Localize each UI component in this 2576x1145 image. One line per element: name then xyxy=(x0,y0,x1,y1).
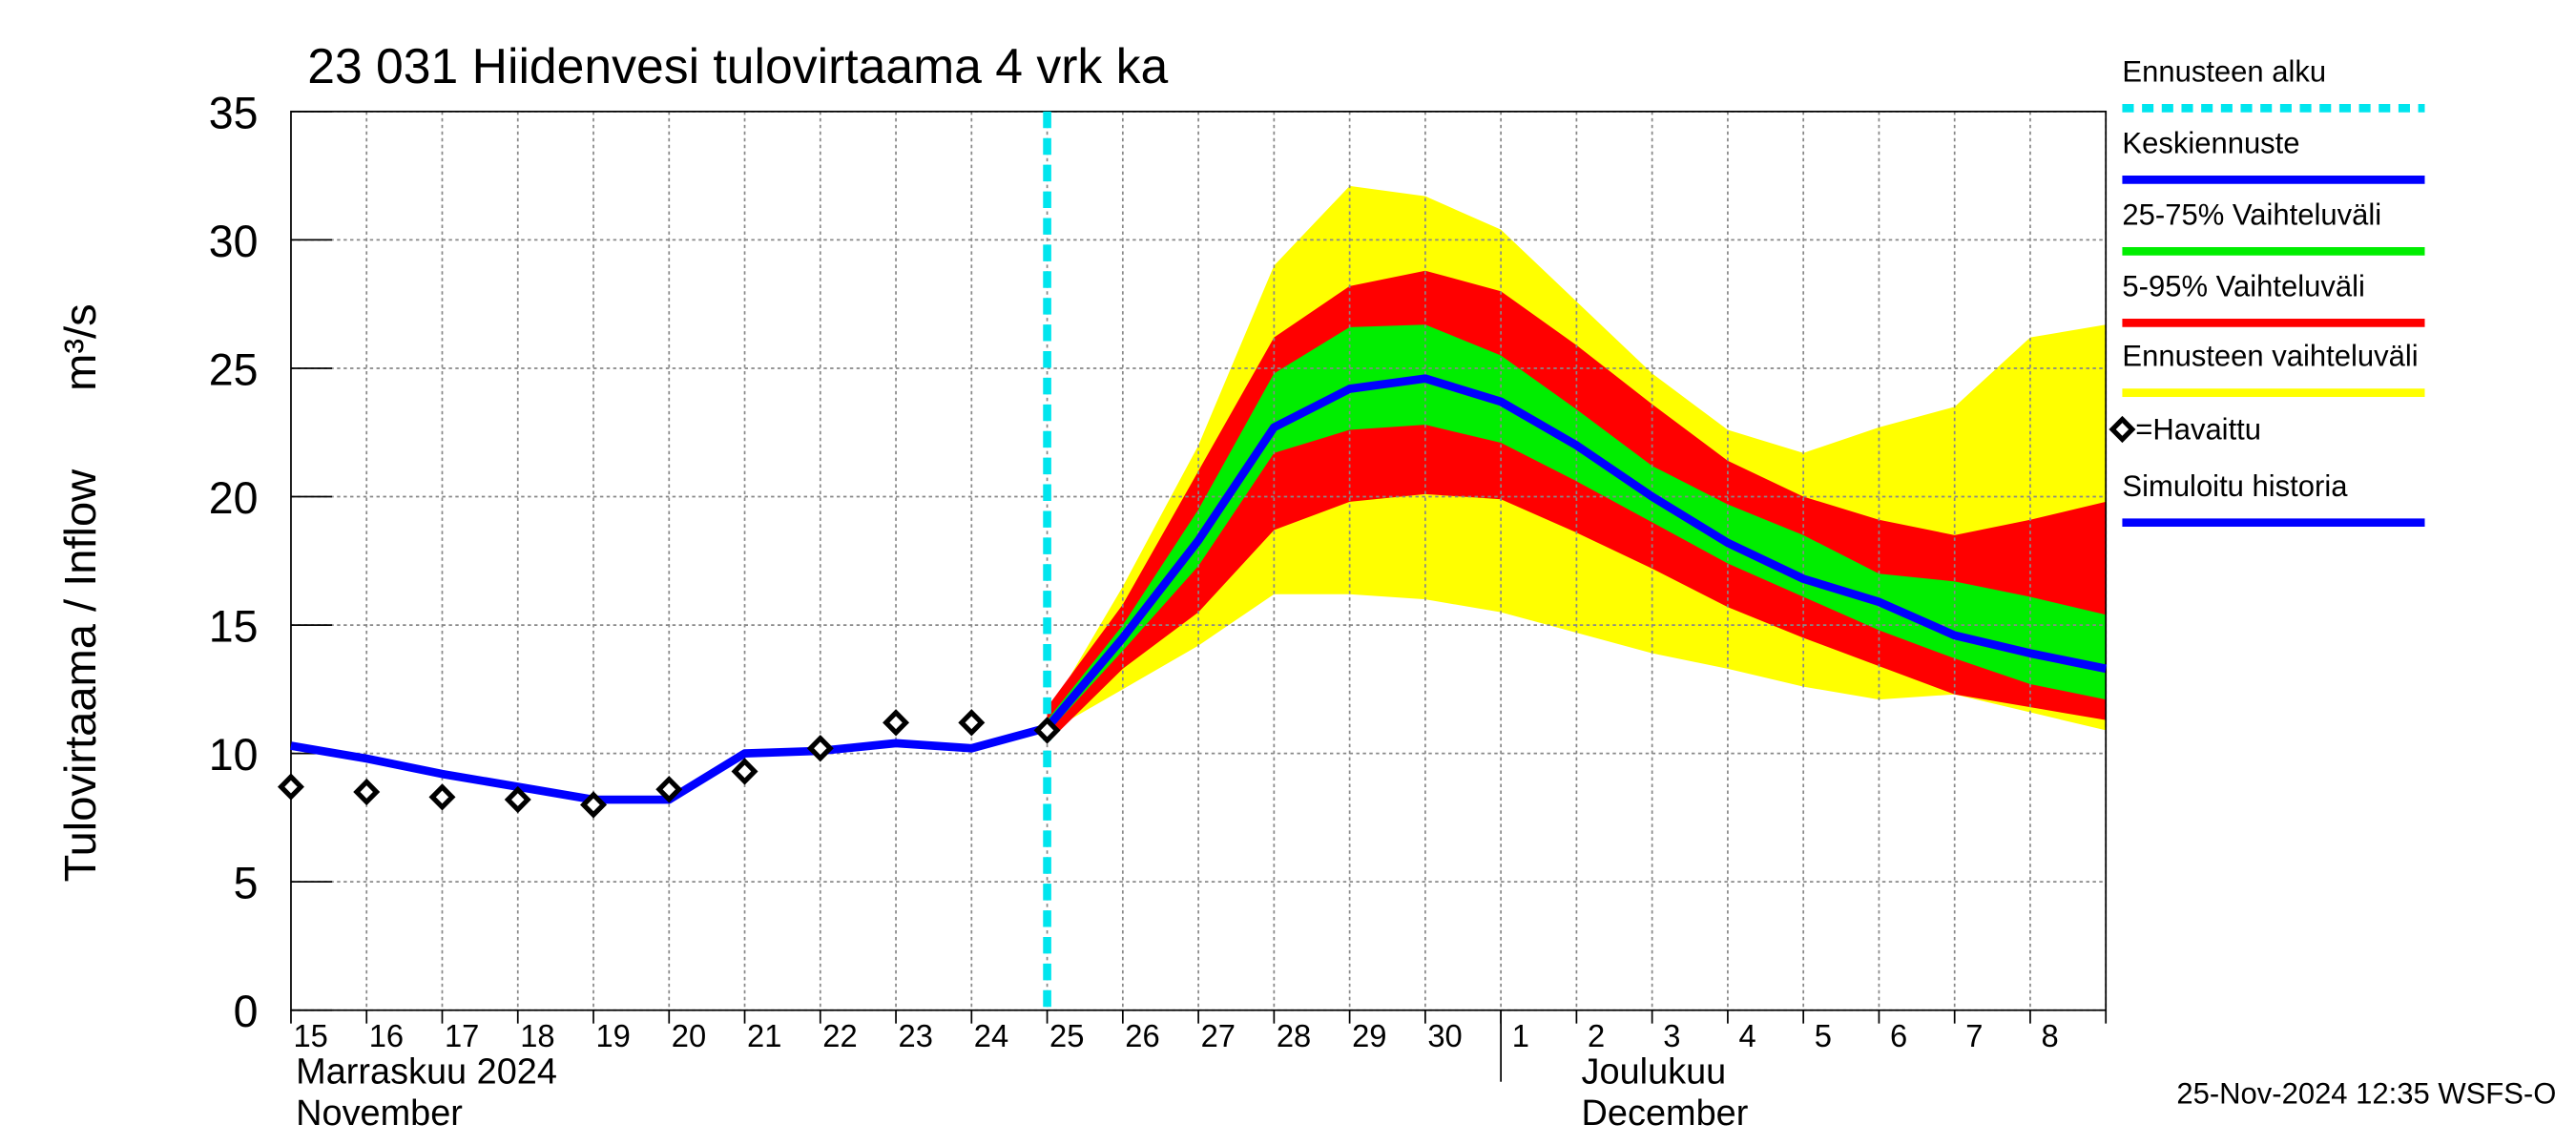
x-tick-label: 1 xyxy=(1512,1018,1529,1053)
x-tick-label: 21 xyxy=(747,1018,781,1053)
x-tick-label: 23 xyxy=(899,1018,933,1053)
x-tick-label: 16 xyxy=(369,1018,404,1053)
x-tick-label: 7 xyxy=(1965,1018,1983,1053)
y-tick-label: 10 xyxy=(209,730,259,780)
observed-marker xyxy=(655,776,683,803)
chart-title: 23 031 Hiidenvesi tulovirtaama 4 vrk ka xyxy=(307,39,1168,94)
footer: 25-Nov-2024 12:35 WSFS-O xyxy=(2176,1076,2556,1110)
observed-marker xyxy=(731,758,758,785)
x-tick-label: 15 xyxy=(293,1018,327,1053)
x-tick-label: 30 xyxy=(1427,1018,1462,1053)
y-tick-label: 5 xyxy=(234,858,259,907)
x-tick-label: 24 xyxy=(974,1018,1008,1053)
x-tick-label: 28 xyxy=(1277,1018,1311,1053)
x-tick-label: 8 xyxy=(2042,1018,2059,1053)
plot-frame xyxy=(290,110,2108,1011)
legend-label: Ennusteen vaihteluväli xyxy=(2122,340,2418,373)
y-tick-label: 15 xyxy=(209,601,259,651)
y-tick-label: 30 xyxy=(209,217,259,266)
x-tick-label: 25 xyxy=(1049,1018,1084,1053)
legend-label: Simuloitu historia xyxy=(2122,469,2348,503)
observed-marker xyxy=(580,791,608,819)
month-label: November xyxy=(296,1093,463,1134)
observed-marker xyxy=(428,783,456,811)
legend-label: Ennusteen alku xyxy=(2122,54,2326,88)
observed-marker xyxy=(883,709,910,737)
observed-marker xyxy=(806,735,834,762)
band-area xyxy=(1047,324,2107,734)
legend-label: 5-95% Vaihteluväli xyxy=(2122,269,2364,302)
y-tick-label: 25 xyxy=(209,344,259,394)
x-tick-label: 6 xyxy=(1890,1018,1907,1053)
x-tick-label: 22 xyxy=(822,1018,857,1053)
x-tick-label: 18 xyxy=(520,1018,554,1053)
x-tick-label: 4 xyxy=(1738,1018,1755,1053)
y-tick-label: 35 xyxy=(209,88,259,137)
x-tick-label: 26 xyxy=(1125,1018,1159,1053)
x-tick-label: 29 xyxy=(1352,1018,1386,1053)
x-tick-label: 5 xyxy=(1815,1018,1832,1053)
legend-label: 25-75% Vaihteluväli xyxy=(2122,198,2381,231)
y-tick-label: 20 xyxy=(209,473,259,523)
y-axis-label: Tulovirtaama / Inflow xyxy=(55,469,105,883)
legend-label: Keskiennuste xyxy=(2122,126,2299,159)
y-tick-label: 0 xyxy=(234,987,259,1036)
series-line xyxy=(1044,374,2108,731)
observed-marker xyxy=(958,709,986,737)
observed-marker xyxy=(353,778,381,806)
observed-marker xyxy=(277,773,304,801)
x-tick-label: 17 xyxy=(445,1018,479,1053)
month-label: Marraskuu 2024 xyxy=(296,1051,557,1092)
x-tick-label: 19 xyxy=(595,1018,630,1053)
legend-marker xyxy=(2109,415,2136,444)
observed-marker xyxy=(1033,717,1061,744)
x-tick-label: 2 xyxy=(1588,1018,1605,1053)
x-tick-label: 20 xyxy=(672,1018,706,1053)
y-axis-unit: m³/s xyxy=(55,303,105,391)
month-label: Joulukuu xyxy=(1582,1051,1727,1092)
observed-marker xyxy=(504,785,531,814)
x-tick-label: 3 xyxy=(1663,1018,1680,1053)
legend-label: =Havaittu xyxy=(2135,412,2261,446)
month-label: December xyxy=(1582,1093,1749,1134)
x-tick-label: 27 xyxy=(1201,1018,1236,1053)
